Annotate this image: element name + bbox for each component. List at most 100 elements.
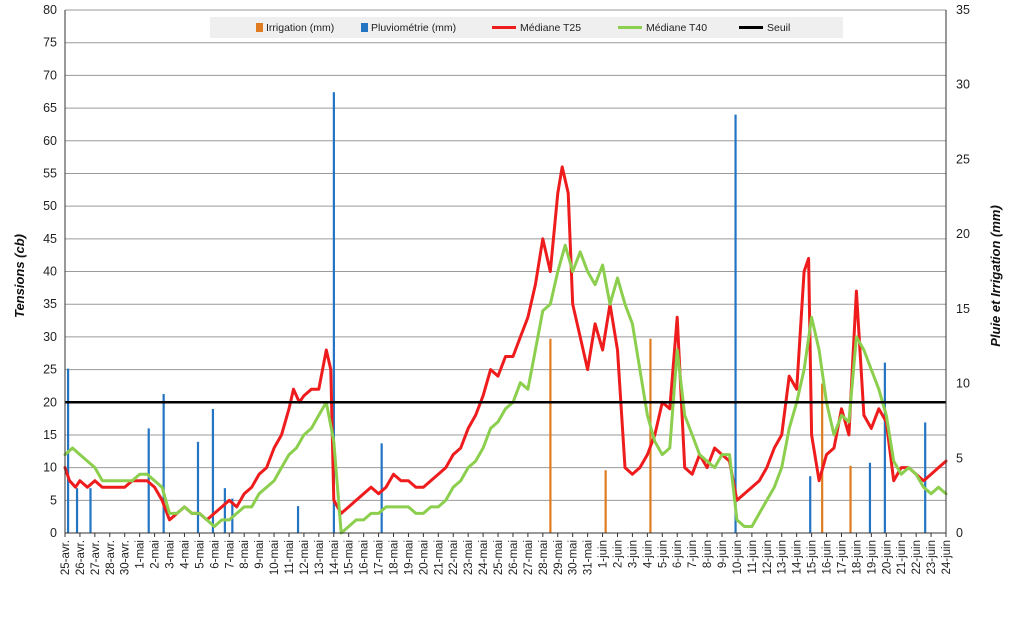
bar-pluviometrie [75,488,79,533]
x-tick-label: 24-mai [478,540,490,575]
y-tick-left: 5 [50,493,57,507]
bars-layer [66,92,927,533]
x-tick-label: 30-avr. [120,540,132,575]
x-tick-label: 12-mai [299,540,311,575]
y-tick-left: 40 [43,265,57,279]
bar-pluviometrie [223,488,226,533]
x-tick-label: 14-juin [792,540,804,575]
x-tick-label: 23-juin [926,540,938,575]
x-tick-label: 1-mai [135,540,147,569]
x-tick-label: 4-mai [179,540,191,569]
y-tick-left: 80 [43,3,57,17]
y-tick-right: 30 [956,78,970,92]
legend-swatch [256,23,263,32]
y-tick-left: 30 [43,330,57,344]
axes-layer: 0 5 10 15 20 25 30 35 40 45 50 55 60 65 70 75 80 0 5 10 15 20… [43,3,970,575]
x-tick-label: 16-mai [359,540,371,575]
legend-label: Pluviométrie (mm) [371,22,456,34]
x-tick-label: 7-juin [687,540,699,568]
bar-pluviometrie [211,408,215,533]
bar-pluviometrie [380,443,383,533]
y-tick-right: 20 [956,227,970,241]
y-tick-left: 15 [43,428,57,442]
bar-pluviometrie [332,92,335,533]
series-line-mediane-t40 [63,243,948,535]
y-tick-left: 45 [43,232,57,246]
x-tick-label: 11-juin [747,540,759,574]
x-tick-label: 8-juin [702,540,714,568]
y-tick-left: 10 [43,461,57,475]
y-tick-left: 50 [43,199,57,213]
x-tick-label: 2-mai [150,540,162,569]
legend-label: Médiane T25 [520,22,581,34]
x-tick-label: 25-avr. [60,540,72,575]
x-tick-label: 4-juin [642,540,654,568]
x-tick-label: 21-juin [896,540,908,575]
x-tick-label: 13-mai [314,540,326,575]
x-tick-label: 12-juin [762,540,774,575]
bar-irrigation [604,470,607,533]
y-tick-right: 35 [956,3,970,17]
x-tick-label: 5-mai [194,540,206,569]
x-tick-label: 20-mai [418,540,430,575]
x-tick-label: 27-mai [523,540,535,575]
bar-pluviometrie [883,362,886,533]
bar-pluviometrie [196,441,200,533]
y-tick-right: 25 [956,152,970,166]
bar-pluviometrie [868,462,872,533]
x-tick-label: 20-juin [881,540,893,575]
x-tick-label: 7-mai [224,540,236,569]
x-tick-label: 2-juin [612,540,624,568]
x-tick-label: 21-mai [433,540,445,575]
x-tick-label: 9-juin [717,540,729,568]
bar-pluviometrie [734,114,737,533]
legend-label: Médiane T40 [646,22,707,34]
x-tick-label: 6-juin [672,540,684,568]
x-tick-label: 15-juin [807,540,819,575]
bar-irrigation [649,338,652,533]
x-tick-label: 25-mai [493,540,505,575]
bar-pluviometrie [162,394,165,533]
x-tick-label: 11-mai [284,540,296,574]
x-tick-label: 26-mai [508,540,520,575]
legend-box [210,17,843,38]
y-tick-left: 70 [43,68,57,82]
y-axis-left-title: Tensions (cb) [12,234,27,318]
y-tick-left: 25 [43,363,57,377]
x-tick-label: 16-juin [822,540,834,575]
y-tick-left: 55 [43,166,57,180]
x-tick-label: 18-mai [389,540,401,575]
y-tick-right: 15 [956,302,970,316]
bar-pluviometrie [296,506,300,533]
bar-irrigation [849,465,852,533]
x-tick-label: 26-avr. [75,540,87,575]
x-tick-label: 8-mai [239,540,251,569]
bar-pluviometrie [89,488,92,533]
x-tick-label: 28-avr. [105,540,117,575]
x-tick-label: 3-juin [627,540,639,568]
y-tick-left: 65 [43,101,57,115]
x-tick-label: 17-mai [374,540,386,575]
x-tick-label: 13-juin [777,540,789,575]
y-tick-right: 10 [956,377,970,391]
x-tick-label: 22-juin [911,540,923,575]
x-tick-label: 17-juin [836,540,848,575]
bar-irrigation [821,383,824,533]
x-tick-label: 22-mai [448,540,460,575]
x-tick-label: 1-juin [598,540,610,568]
x-tick-label: 5-juin [657,540,669,568]
x-tick-label: 30-mai [568,540,580,575]
x-tick-label: 10-mai [269,540,281,575]
gridlines [65,9,946,534]
y-tick-left: 0 [50,526,57,540]
y-tick-right: 0 [956,526,963,540]
y-tick-left: 20 [43,395,57,409]
x-tick-label: 31-mai [583,540,595,575]
x-tick-label: 19-juin [866,540,878,575]
x-tick-label: 19-mai [403,540,415,575]
x-tick-label: 29-mai [553,540,565,575]
bar-pluviometrie [809,476,812,533]
y-tick-left: 60 [43,134,57,148]
x-tick-label: 28-mai [538,540,550,575]
